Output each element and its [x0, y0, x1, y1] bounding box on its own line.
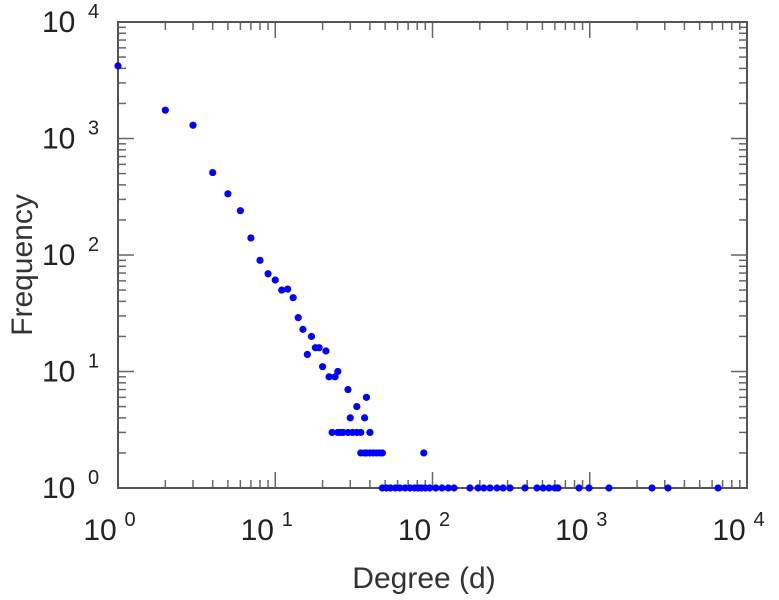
- data-point: [331, 373, 339, 381]
- data-point: [575, 484, 583, 492]
- data-point: [325, 373, 333, 381]
- data-point: [236, 207, 244, 215]
- data-point: [264, 270, 272, 278]
- data-point: [474, 484, 482, 492]
- x-tick-label-exponent: 2: [439, 509, 450, 531]
- data-point: [499, 484, 507, 492]
- data-point: [353, 402, 361, 411]
- data-point: [664, 484, 672, 492]
- y-tick-label-exponent: 3: [88, 118, 99, 140]
- y-tick-labels: 10 0 10 1 10 2 10 3 10 4: [42, 1, 99, 505]
- y-tick-label-exponent: 1: [88, 351, 99, 373]
- data-point: [360, 414, 369, 422]
- data-point: [209, 168, 217, 177]
- x-tick-label: 10: [398, 514, 431, 547]
- data-point: [334, 367, 342, 376]
- data-point: [450, 484, 458, 492]
- plot-frame: [117, 21, 748, 489]
- y-tick-label-exponent: 0: [88, 467, 99, 489]
- data-point: [247, 234, 255, 242]
- data-point: [521, 484, 529, 492]
- data-point: [294, 314, 302, 322]
- y-tick-label: 10: [42, 6, 75, 39]
- data-point: [303, 350, 311, 359]
- data-point: [362, 393, 371, 401]
- data-point: [328, 428, 336, 437]
- data-point: [161, 106, 169, 114]
- x-tick-label: 10: [83, 514, 116, 547]
- y-tick-label: 10: [42, 123, 75, 156]
- x-tick-label: 10: [241, 514, 274, 547]
- data-point: [366, 428, 374, 437]
- axis-ticks: [118, 22, 747, 488]
- data-point: [189, 121, 197, 129]
- y-tick-label: 10: [42, 239, 75, 272]
- data-point: [533, 484, 541, 492]
- data-point: [315, 344, 323, 352]
- data-point: [480, 484, 488, 492]
- data-point: [278, 286, 286, 294]
- x-tick-label: 10: [555, 514, 588, 547]
- data-point: [714, 484, 722, 492]
- data-point: [357, 428, 365, 437]
- data-point: [322, 347, 330, 355]
- data-point: [486, 484, 494, 492]
- y-tick-label: 10: [42, 472, 75, 505]
- x-tick-label: 10: [712, 514, 745, 547]
- data-point: [299, 325, 307, 333]
- x-tick-labels: 10 0 10 1 10 2 10 3 10 4: [83, 509, 764, 547]
- data-point: [289, 294, 297, 302]
- data-point: [545, 484, 553, 492]
- x-axis-label: Degree (d): [352, 562, 495, 595]
- x-tick-label-exponent: 0: [124, 509, 135, 531]
- data-point: [432, 484, 440, 492]
- y-tick-label-exponent: 2: [88, 234, 99, 256]
- data-point: [466, 484, 474, 492]
- data-point: [318, 363, 327, 371]
- data-point: [346, 414, 354, 422]
- data-point: [284, 285, 292, 293]
- data-point: [396, 484, 404, 492]
- data-point: [506, 484, 514, 492]
- data-point: [585, 484, 593, 492]
- data-point: [378, 449, 386, 457]
- data-point: [114, 62, 122, 70]
- x-tick-label-exponent: 4: [753, 509, 764, 531]
- data-point: [420, 449, 428, 457]
- data-point: [438, 484, 446, 492]
- x-tick-label-exponent: 1: [282, 509, 293, 531]
- data-point: [256, 256, 264, 264]
- x-tick-label-exponent: 3: [596, 509, 607, 531]
- data-point: [539, 484, 547, 492]
- data-point: [493, 484, 501, 492]
- data-point: [444, 484, 452, 492]
- y-tick-label: 10: [42, 356, 75, 389]
- data-point: [426, 484, 434, 492]
- data-point: [271, 276, 279, 284]
- data-point: [605, 484, 613, 492]
- y-axis-label: Frequency: [6, 194, 39, 336]
- data-point: [648, 484, 656, 492]
- y-tick-label-exponent: 4: [88, 1, 99, 23]
- data-point: [224, 190, 232, 198]
- data-point: [554, 484, 562, 492]
- data-points: [114, 62, 722, 492]
- data-point: [344, 385, 352, 394]
- data-point: [307, 332, 316, 341]
